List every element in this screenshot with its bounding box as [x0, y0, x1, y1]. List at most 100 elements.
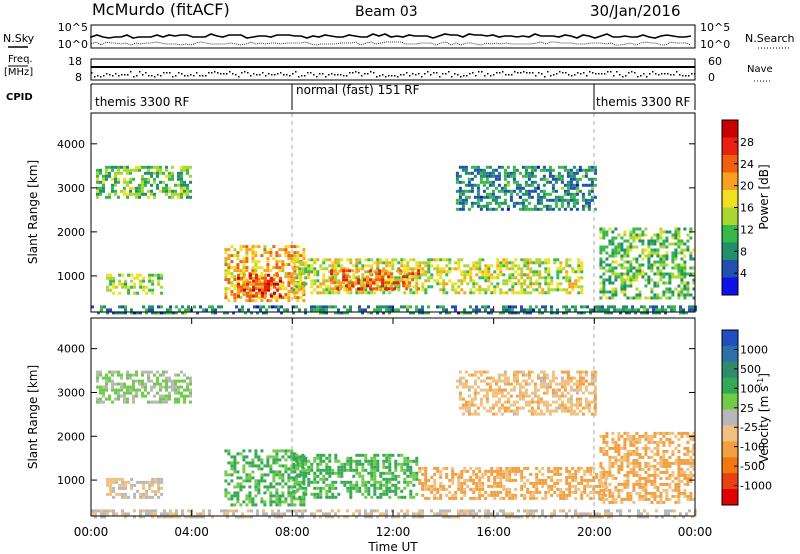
data-cell [364, 468, 368, 472]
data-cell [379, 474, 383, 478]
data-cell [184, 311, 187, 315]
data-cell [147, 379, 150, 383]
data-cell [467, 388, 471, 392]
data-cell [539, 412, 543, 416]
data-cell [572, 201, 576, 205]
data-cell [539, 201, 543, 205]
data-cell [111, 370, 114, 374]
data-cell [529, 472, 533, 476]
data-cell [100, 305, 103, 309]
data-cell [674, 461, 678, 465]
data-cell [287, 245, 291, 249]
data-cell [605, 470, 609, 474]
data-cell [316, 509, 319, 513]
data-cell [632, 452, 636, 456]
data-cell [623, 248, 627, 252]
data-cell [379, 305, 382, 309]
data-cell [635, 269, 639, 273]
data-cell [656, 488, 660, 492]
data-cell [123, 394, 126, 398]
nave-point [679, 74, 681, 76]
data-cell [578, 403, 582, 407]
data-cell [571, 484, 575, 488]
data-cell [461, 198, 465, 202]
data-cell [424, 475, 428, 479]
velocity-data-cells [91, 370, 697, 519]
data-cell [249, 273, 252, 277]
data-cell [439, 481, 443, 485]
data-cell [503, 201, 507, 205]
data-cell [680, 293, 684, 297]
data-cell [512, 370, 516, 374]
data-cell [677, 443, 681, 447]
data-cell [189, 376, 192, 380]
nave-point [631, 71, 633, 73]
data-cell [542, 373, 546, 377]
data-cell [529, 258, 533, 262]
data-cell [677, 227, 681, 231]
data-cell [617, 248, 621, 252]
data-cell [275, 299, 279, 303]
data-cell [505, 279, 509, 283]
data-cell [503, 168, 507, 172]
data-cell [593, 370, 597, 374]
nave-point [160, 75, 162, 77]
data-cell [415, 474, 419, 478]
data-cell [611, 242, 615, 246]
data-cell [415, 291, 419, 295]
data-cell [461, 385, 465, 389]
data-cell [583, 487, 587, 491]
data-cell [485, 382, 489, 386]
data-cell [266, 257, 270, 261]
data-cell [467, 171, 471, 175]
nave-point [625, 75, 627, 77]
data-cell [560, 400, 564, 404]
nave-point [229, 71, 231, 73]
data-cell [295, 267, 299, 271]
data-cell [677, 467, 681, 471]
data-cell [263, 269, 267, 273]
data-cell [316, 258, 320, 262]
data-cell [683, 260, 687, 264]
nave-point [457, 74, 459, 76]
data-cell [114, 180, 117, 184]
data-cell [202, 308, 205, 312]
data-cell [598, 490, 602, 494]
data-cell [554, 198, 558, 202]
data-cell [662, 434, 666, 438]
data-cell [530, 397, 534, 401]
data-cell [111, 379, 114, 383]
data-cell [599, 497, 603, 501]
data-cell [379, 261, 383, 265]
data-cell [358, 474, 362, 478]
data-cell [689, 272, 693, 276]
data-cell [233, 461, 237, 465]
data-cell [99, 180, 102, 184]
data-cell [529, 311, 532, 315]
data-cell [511, 493, 515, 497]
data-cell [189, 165, 192, 169]
data-cell [345, 284, 349, 288]
data-cell [417, 287, 421, 291]
data-cell [123, 180, 126, 184]
data-cell [569, 168, 573, 172]
data-cell [217, 305, 220, 309]
data-cell [375, 287, 379, 291]
data-cell [153, 177, 156, 181]
data-cell [644, 431, 648, 435]
data-cell [686, 449, 690, 453]
data-cell [275, 458, 279, 462]
data-cell [632, 440, 636, 444]
data-cell [521, 174, 525, 178]
data-cell [227, 281, 231, 285]
data-cell [565, 291, 569, 295]
data-cell [539, 409, 543, 413]
data-cell [433, 487, 437, 491]
data-cell [593, 379, 597, 383]
data-cell [497, 388, 501, 392]
data-cell [385, 486, 389, 490]
data-cell [165, 189, 168, 193]
data-cell [411, 272, 415, 276]
data-cell [521, 370, 525, 374]
data-cell [485, 177, 489, 181]
